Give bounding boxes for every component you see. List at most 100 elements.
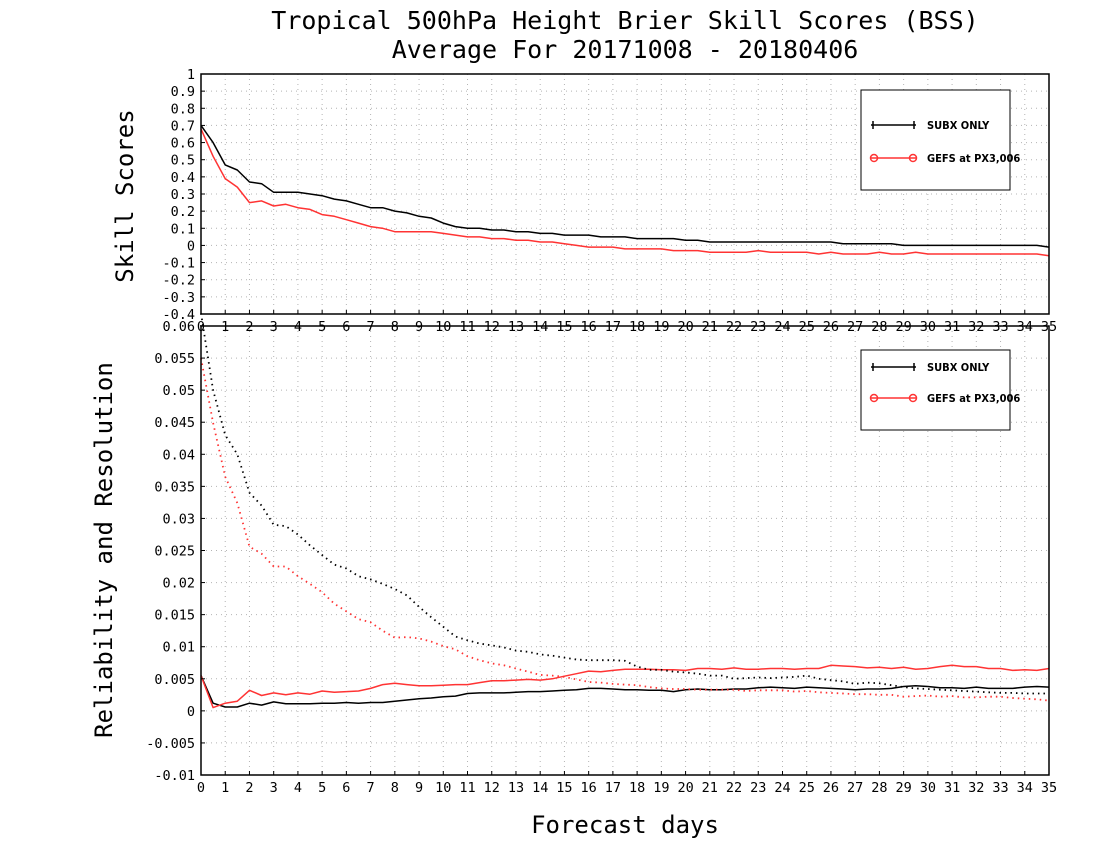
x-tick-label: 0 xyxy=(197,780,205,796)
y-tick-label: 0.015 xyxy=(154,608,195,624)
legend-box xyxy=(860,89,1011,191)
series-layer xyxy=(200,124,1050,709)
x-tick-label: 23 xyxy=(750,780,766,796)
x-tick-label: 24 xyxy=(774,319,790,335)
y-tick-label: 0.9 xyxy=(171,84,195,100)
x-tick-label: 34 xyxy=(1017,780,1033,796)
legend-label-gefs: GEFS at PX3,006 xyxy=(927,392,1020,405)
x-tick-label: 12 xyxy=(484,780,500,796)
legend-marker-gefs-right xyxy=(908,393,918,403)
x-tick-label: 23 xyxy=(750,319,766,335)
x-tick-label: 5 xyxy=(318,319,326,335)
x-tick-label: 7 xyxy=(367,319,375,335)
x-tick-label: 2 xyxy=(245,319,253,335)
y-tick-label: 0.01 xyxy=(162,640,195,656)
y-tick-label: -0.4 xyxy=(162,307,195,323)
y-tick-label: -0.2 xyxy=(162,273,195,289)
x-tick-label: 6 xyxy=(342,319,350,335)
x-tick-label: 31 xyxy=(944,319,960,335)
legend-label-subx: SUBX ONLY xyxy=(927,119,990,132)
x-tick-label: 12 xyxy=(484,319,500,335)
legend-label-subx: SUBX ONLY xyxy=(927,361,990,374)
x-tick-label: 7 xyxy=(367,780,375,796)
series-line-1-2 xyxy=(200,313,1049,695)
x-tick-label: 29 xyxy=(895,780,911,796)
x-tick-label: 21 xyxy=(702,780,718,796)
x-tick-label: 21 xyxy=(702,319,718,335)
legend-marker-gefs-left xyxy=(869,393,879,403)
x-tick-label: 20 xyxy=(677,319,693,335)
y-tick-label: 0.035 xyxy=(154,479,195,495)
x-tick-label: 35 xyxy=(1041,780,1057,796)
y-tick-label: 0.7 xyxy=(171,118,195,134)
x-tick-label: 33 xyxy=(992,780,1008,796)
chart-subtitle: Average For 20171008 - 20180406 xyxy=(392,35,859,64)
x-tick-label: 8 xyxy=(391,780,399,796)
x-tick-label: 22 xyxy=(726,780,742,796)
x-tick-label: 18 xyxy=(629,780,645,796)
y-tick-label: 0.05 xyxy=(162,383,195,399)
x-tick-label: 25 xyxy=(799,319,815,335)
grid-layer xyxy=(200,73,1050,776)
x-tick-label: 10 xyxy=(435,319,451,335)
x-tick-label: 30 xyxy=(920,780,936,796)
x-tick-label: 17 xyxy=(605,319,621,335)
y-tick-label: -0.1 xyxy=(162,256,195,272)
x-tick-label: 8 xyxy=(391,319,399,335)
skill-panel-legend: SUBX ONLY GEFS at PX3,006 xyxy=(860,89,1020,191)
y-tick-label: 0.1 xyxy=(171,221,195,237)
y-tick-label: -0.3 xyxy=(162,290,195,306)
y-tick-label: 1 xyxy=(187,67,195,83)
reliability-panel-legend: SUBX ONLY GEFS at PX3,006 xyxy=(860,349,1020,431)
x-tick-label: 27 xyxy=(847,319,863,335)
x-tick-label: 32 xyxy=(968,319,984,335)
x-tick-label: 33 xyxy=(992,319,1008,335)
x-tick-label: 14 xyxy=(532,780,548,796)
x-tick-label: 29 xyxy=(895,319,911,335)
x-tick-label: 34 xyxy=(1017,319,1033,335)
x-tick-label: 18 xyxy=(629,319,645,335)
reliability-panel-ylabel: Reliability and Resolution xyxy=(90,362,118,738)
y-tick-label: 0.06 xyxy=(162,319,195,335)
x-tick-label: 11 xyxy=(459,780,475,796)
legend-label-gefs: GEFS at PX3,006 xyxy=(927,152,1020,165)
legend-marker-gefs-right xyxy=(908,153,918,163)
y-tick-label: 0.4 xyxy=(171,170,195,186)
chart-title: Tropical 500hPa Height Brier Skill Score… xyxy=(271,6,978,35)
x-tick-label: 1 xyxy=(221,319,229,335)
y-tick-label: 0.8 xyxy=(171,101,195,117)
y-tick-label: -0.01 xyxy=(154,768,195,784)
y-tick-label: 0.02 xyxy=(162,576,195,592)
x-tick-label: 3 xyxy=(270,319,278,335)
y-tick-label: 0.04 xyxy=(162,447,195,463)
y-tick-label: 0.055 xyxy=(154,351,195,367)
y-tick-label: -0.005 xyxy=(146,736,195,752)
x-tick-label: 20 xyxy=(677,780,693,796)
x-tick-label: 11 xyxy=(459,319,475,335)
y-tick-label: 0.03 xyxy=(162,511,195,527)
x-tick-label: 2 xyxy=(245,780,253,796)
x-tick-label: 17 xyxy=(605,780,621,796)
y-tick-label: 0.025 xyxy=(154,544,195,560)
x-tick-label: 25 xyxy=(799,780,815,796)
x-tick-label: 9 xyxy=(415,319,423,335)
y-tick-label: 0 xyxy=(187,238,195,254)
x-tick-label: 13 xyxy=(508,319,524,335)
x-tick-label: 35 xyxy=(1041,319,1057,335)
x-tick-label: 4 xyxy=(294,780,302,796)
x-tick-label: 24 xyxy=(774,780,790,796)
x-tick-label: 30 xyxy=(920,319,936,335)
x-axis-label: Forecast days xyxy=(531,811,719,839)
legend-box xyxy=(860,349,1011,431)
y-tick-label: 0.045 xyxy=(154,415,195,431)
x-tick-label: 15 xyxy=(556,780,572,796)
series-line-0-1 xyxy=(200,128,1050,257)
y-tick-label: 0.6 xyxy=(171,136,195,152)
x-tick-label: 16 xyxy=(581,780,597,796)
x-tick-label: 10 xyxy=(435,780,451,796)
series-line-0-0 xyxy=(200,124,1050,248)
x-tick-label: 27 xyxy=(847,780,863,796)
x-tick-label: 9 xyxy=(415,780,423,796)
series-line-1-1 xyxy=(200,664,1050,709)
